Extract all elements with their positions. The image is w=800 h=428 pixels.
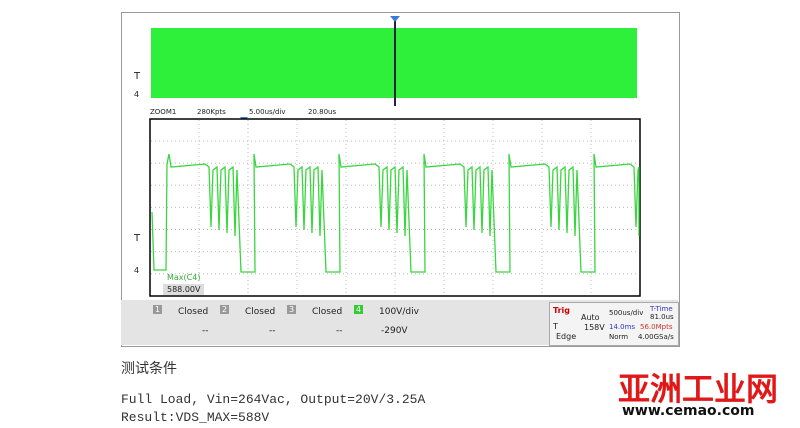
channel-number: 3 bbox=[287, 305, 297, 314]
scope-display bbox=[121, 16, 678, 345]
caption-line: Result:VDS_MAX=588V bbox=[121, 410, 270, 425]
trigger-title: Trig bbox=[553, 306, 570, 315]
watermark-title: 亚洲工业网 bbox=[618, 370, 779, 408]
channel-scale: Closed bbox=[178, 307, 209, 317]
trigger-label: T bbox=[134, 71, 141, 82]
points: 56.0Mpts bbox=[640, 323, 673, 331]
channel-number: 4 bbox=[354, 305, 364, 314]
sample-rate: 4.00GSa/s bbox=[638, 333, 674, 341]
watermark-url: www.cemao.com bbox=[622, 403, 755, 419]
channel-offset: -- bbox=[202, 326, 209, 336]
timebase-delay: 14.0ms bbox=[609, 323, 636, 331]
waveform bbox=[151, 153, 640, 273]
trigger-mode: Auto bbox=[581, 313, 600, 322]
channel-offset: -- bbox=[269, 326, 276, 336]
zoom-offset: 20.80us bbox=[308, 108, 337, 116]
zoom-name: ZOOM1 bbox=[150, 108, 177, 116]
channel-offset: -290V bbox=[381, 326, 408, 336]
timebase-scale: 500us/div bbox=[609, 309, 644, 317]
channel-scale: 100V/div bbox=[379, 307, 419, 317]
ttime: 81.0us bbox=[650, 313, 674, 321]
channel-number: 2 bbox=[220, 305, 230, 314]
trigger-label: T bbox=[134, 233, 141, 244]
trigger-level: 158V bbox=[584, 323, 605, 332]
trigger-pointer bbox=[390, 16, 400, 22]
channel-offset: -- bbox=[336, 326, 343, 336]
channel-scale: Closed bbox=[245, 307, 276, 317]
channel-scale: Closed bbox=[312, 307, 343, 317]
channel-number: 1 bbox=[153, 305, 163, 314]
channel-label: 4 bbox=[134, 266, 140, 275]
trigger-source: T bbox=[553, 322, 558, 331]
zoom-points: 280Kpts bbox=[197, 108, 226, 116]
measure-value: 588.00V bbox=[163, 284, 205, 295]
measure-name: Max(C4) bbox=[167, 273, 201, 282]
caption-heading: 测试条件 bbox=[121, 361, 177, 377]
trigger-panel bbox=[549, 302, 679, 346]
trigger-type: Edge bbox=[556, 332, 577, 341]
channel-label: 4 bbox=[134, 90, 140, 99]
acq-mode: Norm bbox=[609, 333, 629, 341]
caption-line: Full Load, Vin=264Vac, Output=20V/3.25A bbox=[121, 392, 426, 407]
zoom-timebase: 5.00us/div bbox=[249, 108, 286, 116]
ttime-label: T-Time bbox=[650, 305, 673, 313]
